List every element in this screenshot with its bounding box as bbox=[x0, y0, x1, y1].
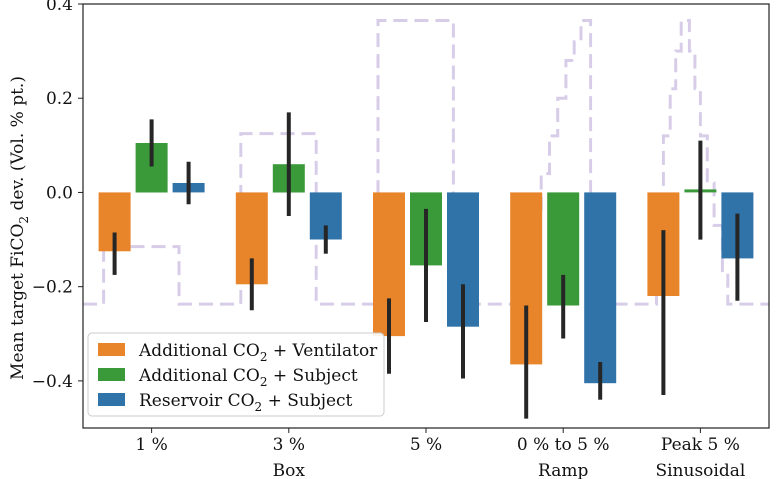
legend-swatch-reservoir-subject bbox=[98, 393, 125, 406]
bars-layer bbox=[98, 143, 754, 384]
legend-box bbox=[87, 332, 385, 417]
x-tick-label-4: Peak 5 % bbox=[661, 435, 740, 455]
legend-swatch-ventilator bbox=[98, 343, 125, 356]
legend-label-reservoir-subject: Reservoir CO2 + Subject bbox=[139, 391, 353, 414]
y-tick-label-4: −0.4 bbox=[32, 372, 73, 392]
x-tick-label-3: 0 % to 5 % bbox=[517, 435, 610, 455]
reference-profile-layer bbox=[83, 19, 769, 306]
x-tick-label-0: 1 % bbox=[135, 435, 167, 455]
legend: Additional CO2 + Ventilator Additional C… bbox=[87, 332, 385, 417]
legend-swatch-additional-subject bbox=[98, 368, 125, 381]
legend-label-additional-subject: Additional CO2 + Subject bbox=[138, 366, 358, 389]
bar-s2-c3 bbox=[584, 192, 617, 384]
group-label-0: Box bbox=[273, 461, 306, 479]
group-label-2: Sinusoidal bbox=[655, 461, 745, 479]
y-axis-label: Mean target FiCO2 dev. (Vol. % pt.) bbox=[8, 76, 31, 380]
y-tick-label-3: −0.2 bbox=[32, 278, 73, 298]
y-tick-label-0: 0.4 bbox=[46, 0, 73, 15]
x-axis: 1 % 3 % 5 % 0 % to 5 % Peak 5 % Box Ramp Sinuso… bbox=[135, 428, 745, 479]
y-tick-label-1: 0.2 bbox=[46, 89, 73, 109]
y-axis: 0.4 0.2 0.0 −0.2 −0.4 bbox=[32, 0, 83, 392]
x-tick-label-1: 3 % bbox=[273, 435, 305, 455]
error-bars-layer bbox=[112, 112, 740, 419]
legend-label-ventilator: Additional CO2 + Ventilator bbox=[138, 341, 378, 364]
x-tick-label-2: 5 % bbox=[410, 435, 442, 455]
group-label-1: Ramp bbox=[538, 461, 588, 479]
y-tick-label-2: 0.0 bbox=[46, 183, 73, 203]
reference-profile-line bbox=[83, 19, 769, 306]
